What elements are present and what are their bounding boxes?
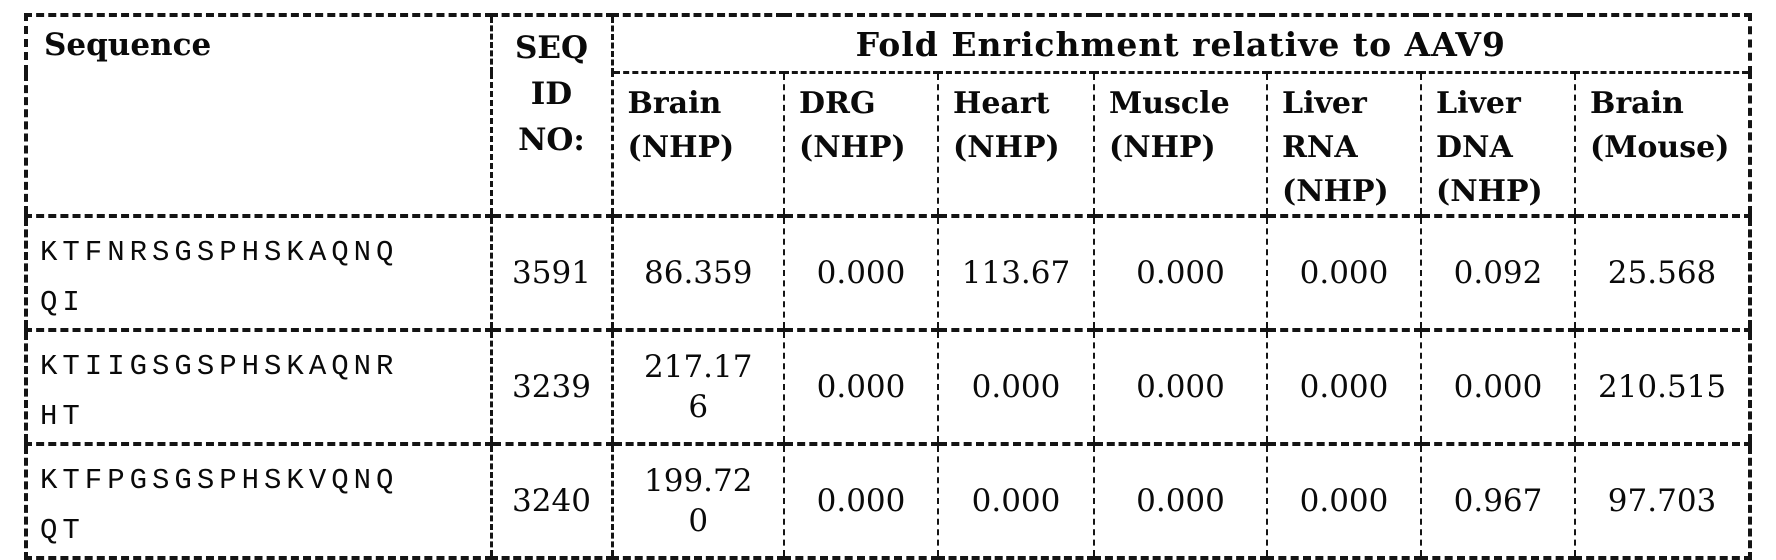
fold-enrichment-table: Sequence SEQ ID NO: Fold Enrichment rela…: [24, 13, 1753, 560]
value-cell-brain-mouse: 25.568: [1573, 214, 1752, 331]
value-cell-liver-rna-nhp: 0.000: [1266, 442, 1422, 559]
table-row: KTFNRSGSPHSKAQNQ QI 3591 86.359 0.000 11…: [25, 214, 1752, 331]
value-cell-brain-nhp: 86.359: [611, 214, 785, 331]
value-cell-heart-nhp: 0.000: [937, 328, 1095, 445]
value-cell-muscle-nhp: 0.000: [1093, 214, 1268, 331]
tissue-header-brain-nhp: Brain (NHP): [611, 71, 785, 217]
tissue-header-liver-rna-nhp: Liver RNA (NHP): [1266, 71, 1422, 217]
sequence-cell: KTFPGSGSPHSKVQNQ QT: [25, 442, 493, 559]
sequence-cell: KTIIGSGSPHSKAQNR HT: [25, 328, 493, 445]
header-row-group: Sequence SEQ ID NO: Fold Enrichment rela…: [25, 14, 1752, 217]
seq-id-cell: 3240: [490, 442, 614, 559]
value-cell-liver-dna-nhp: 0.000: [1420, 328, 1576, 445]
value-cell-heart-nhp: 0.000: [937, 442, 1095, 559]
table-row: KTIIGSGSPHSKAQNR HT 3239 217.17 6 0.000 …: [25, 328, 1752, 445]
value-cell-brain-nhp: 199.72 0: [611, 442, 785, 559]
tissue-header-liver-dna-nhp: Liver DNA (NHP): [1420, 71, 1576, 217]
sequence-column-header: Sequence: [25, 14, 493, 217]
scanned-table-region: Sequence SEQ ID NO: Fold Enrichment rela…: [24, 13, 1753, 560]
value-cell-liver-dna-nhp: 0.092: [1420, 214, 1576, 331]
fold-enrichment-group-header: Fold Enrichment relative to AAV9: [610, 14, 1752, 74]
value-cell-brain-nhp: 217.17 6: [611, 328, 785, 445]
value-cell-brain-mouse: 210.515: [1573, 328, 1752, 445]
value-cell-drg-nhp: 0.000: [783, 442, 939, 559]
value-cell-liver-rna-nhp: 0.000: [1266, 214, 1422, 331]
tissue-header-muscle-nhp: Muscle (NHP): [1093, 71, 1268, 217]
seq-id-cell: 3591: [490, 214, 614, 331]
value-cell-liver-rna-nhp: 0.000: [1266, 328, 1422, 445]
seq-id-column-header: SEQ ID NO:: [490, 14, 614, 217]
value-cell-muscle-nhp: 0.000: [1093, 442, 1268, 559]
seq-id-cell: 3239: [490, 328, 614, 445]
value-cell-liver-dna-nhp: 0.967: [1420, 442, 1576, 559]
table-row: KTFPGSGSPHSKVQNQ QT 3240 199.72 0 0.000 …: [25, 442, 1752, 559]
header-row-tissues: Brain (NHP) DRG (NHP) Heart (NHP) Muscle…: [26, 71, 1752, 217]
value-cell-brain-mouse: 97.703: [1573, 442, 1752, 559]
sequence-cell: KTFNRSGSPHSKAQNQ QI: [25, 214, 493, 331]
tissue-header-drg-nhp: DRG (NHP): [783, 71, 939, 217]
value-cell-drg-nhp: 0.000: [783, 214, 939, 331]
tissue-header-brain-mouse: Brain (Mouse): [1573, 71, 1752, 217]
value-cell-muscle-nhp: 0.000: [1093, 328, 1268, 445]
tissue-header-heart-nhp: Heart (NHP): [937, 71, 1095, 217]
value-cell-heart-nhp: 113.67: [937, 214, 1095, 331]
value-cell-drg-nhp: 0.000: [783, 328, 939, 445]
